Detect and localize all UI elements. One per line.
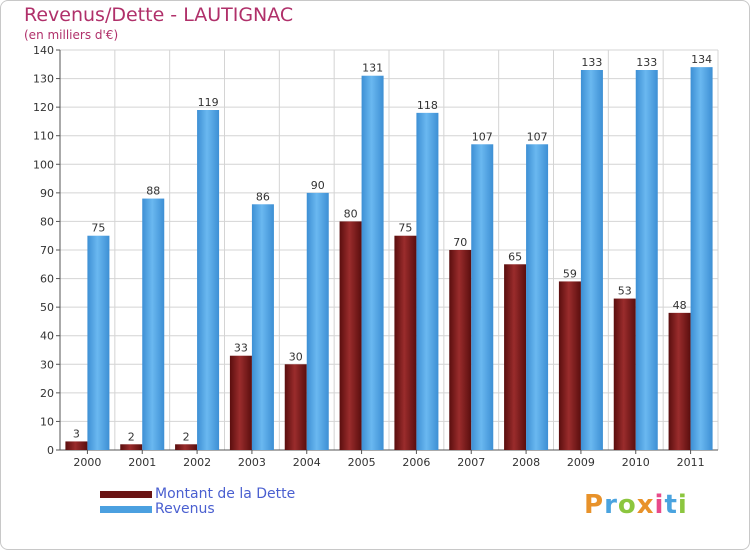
bar-revenus-2002 — [197, 110, 220, 450]
data-label-revenus-2004: 90 — [311, 179, 325, 192]
y-tick-label: 120 — [33, 101, 54, 114]
data-label-revenus-2008: 107 — [527, 130, 548, 143]
bar-debt-2011 — [668, 312, 691, 450]
legend-item-debt: Montant de la Dette — [100, 486, 295, 502]
bar-revenus-2005 — [361, 75, 384, 450]
bar-revenus-2008 — [526, 144, 549, 451]
x-tick-label: 2011 — [677, 456, 705, 469]
proxiti-logo: Proxiti — [584, 490, 688, 520]
y-tick-label: 130 — [33, 73, 54, 86]
y-tick-label: 60 — [40, 273, 54, 286]
x-tick-label: 2007 — [457, 456, 485, 469]
x-tick-label: 2008 — [512, 456, 540, 469]
legend-item-revenus: Revenus — [100, 501, 215, 517]
data-label-debt-2003: 33 — [234, 342, 248, 355]
data-label-debt-2004: 30 — [289, 350, 303, 363]
bar-debt-2010 — [613, 298, 636, 450]
chart-title: Revenus/Dette - LAUTIGNAC — [24, 4, 294, 26]
data-label-debt-2009: 59 — [563, 267, 577, 280]
data-label-revenus-2009: 133 — [581, 56, 602, 69]
y-tick-label: 10 — [40, 415, 54, 428]
bar-debt-2002 — [175, 444, 198, 450]
logo-letter: r — [604, 490, 618, 520]
logo-letter: i — [677, 490, 688, 520]
chart-subtitle: (en milliers d'€) — [24, 28, 119, 42]
x-tick-label: 2009 — [567, 456, 595, 469]
bar-debt-2000 — [65, 441, 88, 450]
bar-revenus-2009 — [580, 70, 603, 450]
bar-debt-2008 — [504, 264, 527, 450]
bar-debt-2006 — [394, 235, 417, 450]
x-tick-label: 2000 — [73, 456, 101, 469]
y-tick-label: 100 — [33, 158, 54, 171]
x-tick-label: 2003 — [238, 456, 266, 469]
y-tick-label: 140 — [33, 44, 54, 57]
x-tick-label: 2002 — [183, 456, 211, 469]
data-label-debt-2001: 2 — [128, 430, 135, 443]
data-label-debt-2006: 75 — [398, 222, 412, 235]
data-label-debt-2010: 53 — [618, 285, 632, 298]
bar-debt-2003 — [229, 355, 252, 450]
bar-revenus-2006 — [416, 112, 439, 450]
y-tick-label: 70 — [40, 244, 54, 257]
bar-revenus-2007 — [471, 144, 494, 451]
data-label-debt-2008: 65 — [508, 250, 522, 263]
data-label-revenus-2005: 131 — [362, 62, 383, 75]
y-tick-label: 20 — [40, 387, 54, 400]
y-tick-label: 50 — [40, 301, 54, 314]
data-label-revenus-2007: 107 — [472, 130, 493, 143]
data-label-debt-2007: 70 — [453, 236, 467, 249]
x-tick-label: 2004 — [293, 456, 321, 469]
x-tick-label: 2005 — [348, 456, 376, 469]
data-label-revenus-2002: 119 — [198, 96, 219, 109]
data-label-revenus-2011: 134 — [691, 53, 712, 66]
data-label-revenus-2000: 75 — [91, 222, 105, 235]
data-label-revenus-2010: 133 — [636, 56, 657, 69]
logo-letter: P — [584, 490, 605, 520]
y-tick-label: 80 — [40, 215, 54, 228]
bars — [65, 67, 713, 451]
bar-revenus-2004 — [306, 192, 329, 450]
data-label-revenus-2001: 88 — [146, 185, 160, 198]
data-label-debt-2000: 3 — [73, 427, 80, 440]
bar-revenus-2000 — [87, 235, 110, 450]
bar-debt-2004 — [284, 364, 307, 450]
bar-revenus-2003 — [251, 204, 274, 450]
legend-label-debt: Montant de la Dette — [155, 486, 296, 502]
bar-debt-2007 — [449, 250, 472, 450]
legend-swatch-revenus — [100, 505, 152, 513]
data-label-debt-2005: 80 — [344, 207, 358, 220]
bar-debt-2001 — [120, 444, 143, 450]
data-label-debt-2002: 2 — [183, 430, 190, 443]
y-tick-label: 0 — [47, 444, 54, 457]
data-label-debt-2011: 48 — [673, 299, 687, 312]
y-tick-label: 110 — [33, 130, 54, 143]
logo-letter: x — [636, 490, 655, 520]
axes: 0 10 20 30 40 50 60 70 80 90 100 110 120 130 140 2000 20… — [33, 44, 718, 469]
data-label-revenus-2003: 86 — [256, 190, 270, 203]
bar-revenus-2011 — [690, 67, 713, 451]
logo-letter: o — [617, 490, 637, 520]
grid-lines — [59, 49, 719, 451]
legend-swatch-debt — [100, 490, 152, 498]
y-tick-label: 30 — [40, 358, 54, 371]
y-tick-label: 40 — [40, 330, 54, 343]
data-label-revenus-2006: 118 — [417, 99, 438, 112]
x-tick-label: 2010 — [622, 456, 650, 469]
bar-debt-2009 — [558, 281, 581, 450]
bar-revenus-2010 — [635, 70, 658, 450]
logo-letter: i — [654, 490, 665, 520]
bar-revenus-2001 — [142, 198, 165, 450]
bar-debt-2005 — [339, 221, 362, 450]
x-tick-label: 2001 — [128, 456, 156, 469]
y-tick-label: 90 — [40, 187, 54, 200]
logo-letter: t — [664, 490, 678, 520]
x-tick-label: 2006 — [402, 456, 430, 469]
legend-label-revenus: Revenus — [155, 501, 215, 517]
data-labels: 3 75 2 88 2 119 33 86 30 90 80 131 75 118 70 107 65 107 59… — [73, 53, 712, 443]
